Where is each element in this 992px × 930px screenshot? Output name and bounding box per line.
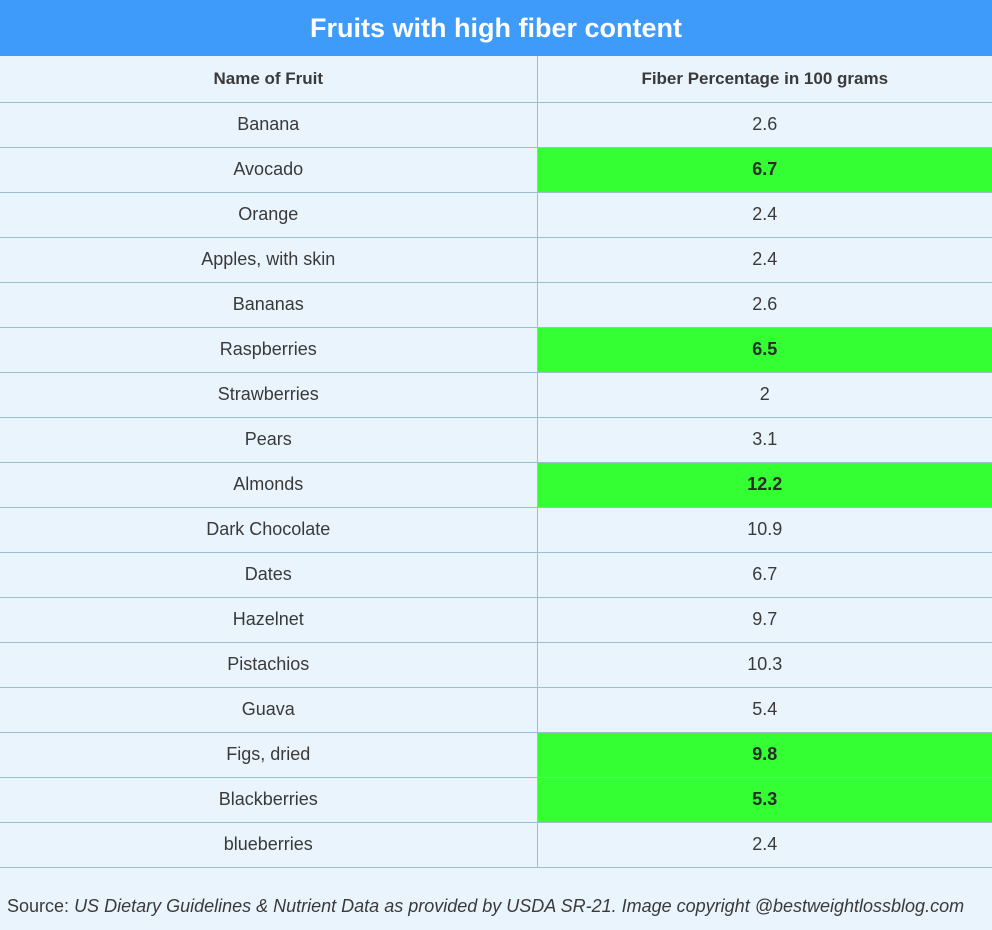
fruit-name-cell: Dark Chocolate [0, 507, 538, 553]
table-body: Banana 2.6 Avocado 6.7 Orange 2.4 Apples, with… [0, 102, 992, 868]
fruit-name-cell: Orange [0, 192, 538, 238]
fruit-name-cell: Avocado [0, 147, 538, 193]
table-row: Figs, dried 9.8 [0, 732, 992, 778]
table-row: Almonds 12.2 [0, 462, 992, 508]
table-row: Strawberries 2 [0, 372, 992, 418]
fiber-value-cell-highlighted: 12.2 [537, 462, 992, 508]
table-row: Dark Chocolate 10.9 [0, 507, 992, 553]
fiber-value-cell: 2.4 [537, 192, 992, 238]
table-row: Hazelnet 9.7 [0, 597, 992, 643]
fiber-value-cell: 2 [537, 372, 992, 418]
fiber-value-cell-highlighted: 5.3 [537, 777, 992, 823]
fiber-value-cell: 3.1 [537, 417, 992, 463]
table-row: Apples, with skin 2.4 [0, 237, 992, 283]
source-note: Source: US Dietary Guidelines & Nutrient… [7, 896, 964, 917]
fiber-value-cell: 6.7 [537, 552, 992, 598]
fiber-value-cell: 2.4 [537, 822, 992, 868]
fruit-name-cell: Bananas [0, 282, 538, 328]
table-row: Avocado 6.7 [0, 147, 992, 193]
fruit-name-cell: Figs, dried [0, 732, 538, 778]
fiber-value-cell: 2.6 [537, 102, 992, 148]
fiber-value-cell: 9.7 [537, 597, 992, 643]
fruit-name-cell: Banana [0, 102, 538, 148]
header-fiber-percentage: Fiber Percentage in 100 grams [537, 56, 992, 103]
table-title: Fruits with high fiber content [0, 0, 992, 56]
fiber-table: Name of Fruit Fiber Percentage in 100 gr… [0, 56, 992, 868]
table-row: blueberries 2.4 [0, 822, 992, 868]
fiber-value-cell: 2.6 [537, 282, 992, 328]
table-row: Pistachios 10.3 [0, 642, 992, 688]
fiber-value-cell-highlighted: 9.8 [537, 732, 992, 778]
fruit-name-cell: Guava [0, 687, 538, 733]
fruit-name-cell: Dates [0, 552, 538, 598]
fruit-name-cell: Almonds [0, 462, 538, 508]
table-header-row: Name of Fruit Fiber Percentage in 100 gr… [0, 56, 992, 103]
table-row: Guava 5.4 [0, 687, 992, 733]
fruit-name-cell: blueberries [0, 822, 538, 868]
table-row: Pears 3.1 [0, 417, 992, 463]
fiber-value-cell: 2.4 [537, 237, 992, 283]
header-fruit-name: Name of Fruit [0, 56, 538, 103]
fruit-name-cell: Blackberries [0, 777, 538, 823]
fiber-value-cell: 5.4 [537, 687, 992, 733]
fiber-value-cell-highlighted: 6.7 [537, 147, 992, 193]
fiber-value-cell: 10.9 [537, 507, 992, 553]
source-text: US Dietary Guidelines & Nutrient Data as… [74, 896, 965, 916]
table-row: Blackberries 5.3 [0, 777, 992, 823]
fruit-name-cell: Pears [0, 417, 538, 463]
fruit-name-cell: Raspberries [0, 327, 538, 373]
fruit-name-cell: Pistachios [0, 642, 538, 688]
table-row: Bananas 2.6 [0, 282, 992, 328]
fruit-name-cell: Apples, with skin [0, 237, 538, 283]
fruit-name-cell: Strawberries [0, 372, 538, 418]
table-row: Dates 6.7 [0, 552, 992, 598]
fiber-value-cell-highlighted: 6.5 [537, 327, 992, 373]
fruit-name-cell: Hazelnet [0, 597, 538, 643]
table-row: Orange 2.4 [0, 192, 992, 238]
fiber-value-cell: 10.3 [537, 642, 992, 688]
source-label: Source: [7, 896, 70, 916]
table-row: Banana 2.6 [0, 102, 992, 148]
table-row: Raspberries 6.5 [0, 327, 992, 373]
